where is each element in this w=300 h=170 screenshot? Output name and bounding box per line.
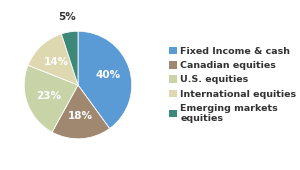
Text: 5%: 5% xyxy=(58,12,76,22)
Wedge shape xyxy=(61,31,78,85)
Text: 23%: 23% xyxy=(36,91,61,101)
Text: 40%: 40% xyxy=(95,70,120,80)
Legend: Fixed Income & cash, Canadian equities, U.S. equities, International equities, E: Fixed Income & cash, Canadian equities, … xyxy=(169,47,296,123)
Wedge shape xyxy=(52,85,110,139)
Wedge shape xyxy=(24,65,78,132)
Wedge shape xyxy=(78,31,132,129)
Text: 14%: 14% xyxy=(44,57,69,67)
Text: 18%: 18% xyxy=(68,111,92,121)
Wedge shape xyxy=(28,34,78,85)
